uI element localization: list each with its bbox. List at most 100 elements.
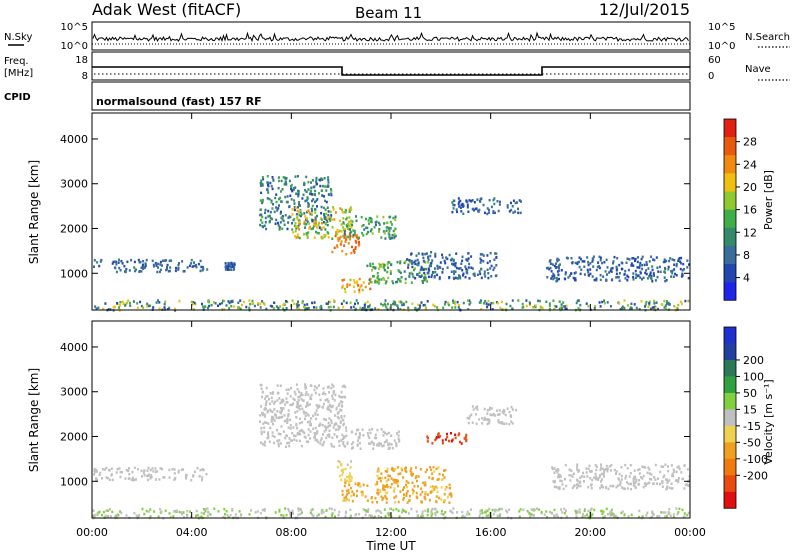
velocity-cell	[385, 439, 388, 442]
velocity-cell	[487, 419, 490, 422]
velocity-cell	[292, 426, 295, 429]
velocity-cell	[274, 511, 277, 514]
velocity-cell	[108, 468, 110, 472]
power-cell	[673, 268, 676, 271]
power-cell	[371, 232, 374, 235]
velocity-cell	[626, 487, 629, 490]
power-cell	[293, 206, 296, 209]
power-cell	[497, 302, 500, 305]
power-cell	[307, 204, 310, 207]
power-cell	[623, 273, 626, 276]
power-colorbar-tick-label: 16	[743, 204, 757, 217]
power-cell	[263, 303, 266, 306]
power-cell	[672, 275, 675, 278]
velocity-cell	[377, 469, 380, 473]
power-cell	[458, 274, 460, 277]
velocity-cell	[486, 409, 489, 412]
power-cell	[598, 266, 601, 270]
power-cell	[394, 303, 397, 306]
power-cell	[296, 302, 299, 306]
power-cell	[268, 220, 271, 224]
power-cell	[376, 276, 379, 279]
power-cell	[454, 303, 457, 306]
velocity-cell	[272, 416, 275, 419]
power-cell	[392, 229, 395, 233]
velocity-cell	[671, 487, 674, 490]
velocity-cell	[327, 405, 330, 409]
velocity-cell	[378, 489, 381, 492]
power-cell	[297, 211, 300, 214]
velocity-cell	[395, 495, 398, 498]
velocity-cell	[632, 478, 635, 481]
velocity-cell	[557, 468, 560, 472]
power-cell	[680, 262, 682, 265]
velocity-cell	[610, 513, 613, 516]
power-cell	[621, 305, 624, 308]
velocity-cell	[406, 501, 409, 504]
power-cell	[369, 280, 372, 284]
power-cell	[355, 241, 358, 244]
power-cell	[674, 272, 677, 276]
velocity-cell	[239, 514, 242, 517]
power-cell	[473, 274, 476, 277]
power-cell	[345, 223, 348, 227]
power-cell	[483, 272, 486, 276]
velocity-cell	[619, 481, 622, 485]
velocity-cell	[204, 510, 207, 513]
velocity-cell	[670, 482, 673, 485]
power-region-1	[224, 261, 236, 271]
velocity-cell	[374, 483, 377, 486]
velocity-cell	[676, 479, 679, 482]
power-cell	[313, 219, 316, 222]
power-cell	[417, 252, 420, 255]
velocity-cell	[145, 509, 148, 513]
velocity-cell	[358, 432, 361, 435]
power-cell	[278, 204, 280, 207]
velocity-cell	[303, 431, 306, 435]
power-cell	[297, 194, 300, 198]
power-cell	[358, 277, 361, 281]
power-cell	[361, 288, 364, 292]
power-cell	[579, 257, 582, 261]
velocity-colorbar-segment	[724, 343, 736, 361]
velocity-cell	[555, 485, 558, 489]
velocity-cell	[163, 476, 166, 479]
velocity-cell	[342, 435, 345, 438]
power-cell	[500, 300, 503, 304]
velocity-cell	[278, 508, 281, 512]
velocity-cell	[295, 415, 298, 419]
power-cell	[371, 262, 374, 266]
velocity-cell	[168, 476, 171, 479]
power-cell	[480, 276, 483, 280]
velocity-cell	[585, 467, 588, 470]
velocity-cell	[297, 507, 300, 510]
power-cell	[319, 306, 322, 309]
power-cell	[632, 264, 635, 267]
velocity-cell	[498, 507, 501, 511]
velocity-cell	[625, 481, 628, 484]
velocity-cell	[287, 426, 290, 429]
power-cell	[632, 275, 635, 279]
velocity-cell	[146, 474, 149, 478]
velocity-cell	[558, 474, 561, 477]
velocity-cell	[198, 475, 201, 478]
velocity-cell	[248, 513, 251, 516]
power-cell	[387, 276, 390, 280]
power-cell	[639, 272, 642, 275]
power-cell	[404, 260, 407, 263]
velocity-cell	[339, 461, 341, 464]
power-cell	[94, 305, 97, 308]
velocity-cell	[396, 432, 398, 435]
power-cell	[462, 212, 465, 215]
power-cell	[669, 257, 672, 260]
power-cell	[350, 219, 353, 222]
power-cell	[322, 221, 325, 224]
velocity-cell	[142, 471, 145, 475]
power-cell	[112, 260, 115, 264]
velocity-cell	[148, 473, 150, 476]
velocity-cell	[553, 485, 556, 489]
velocity-cell	[553, 480, 556, 483]
velocity-cell	[379, 476, 381, 480]
power-cell	[479, 198, 482, 201]
velocity-cell	[545, 510, 548, 513]
